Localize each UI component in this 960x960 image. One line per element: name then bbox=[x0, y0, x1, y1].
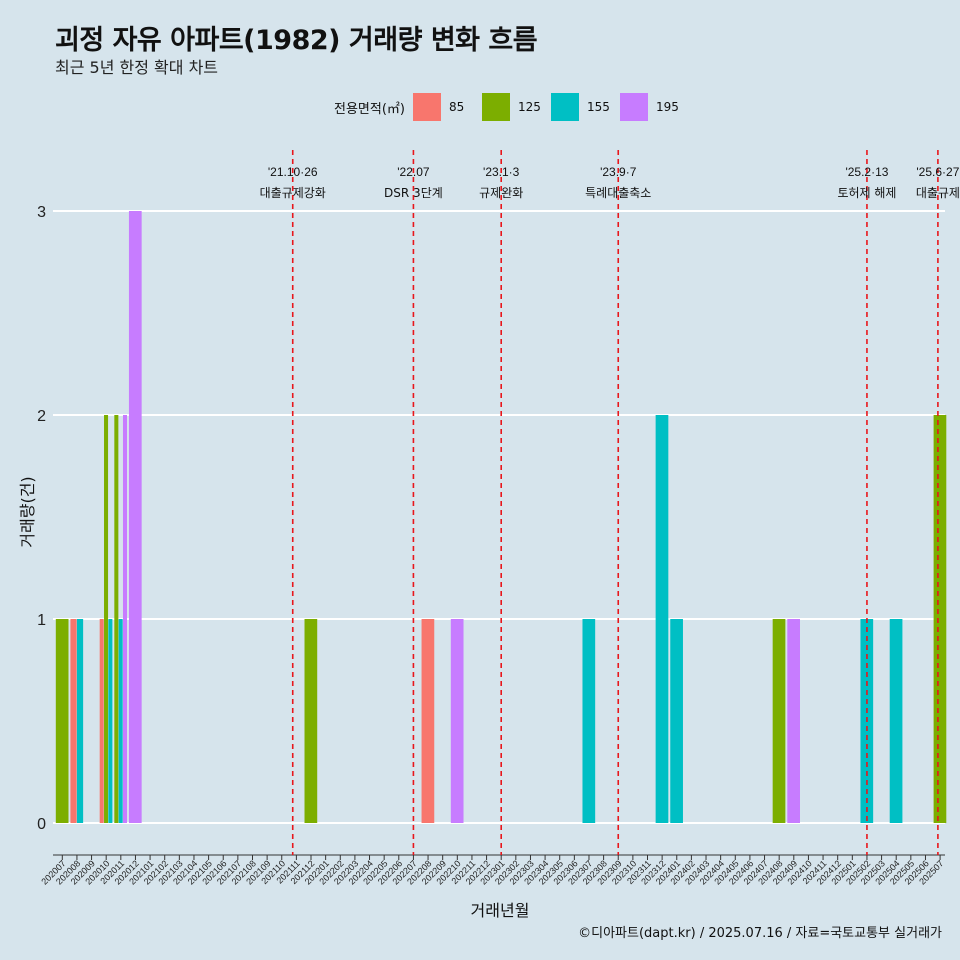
event-date-4: '25.2·13 bbox=[845, 165, 888, 179]
bar-155-202401 bbox=[670, 619, 683, 823]
caption: ©디아파트(dapt.kr) / 2025.07.16 / 자료=국토교통부 실… bbox=[578, 926, 942, 941]
bar-125-202010 bbox=[104, 415, 109, 823]
legend-key-125 bbox=[481, 93, 510, 121]
y-tick-label-0: 0 bbox=[37, 816, 46, 833]
bar-195-202210 bbox=[450, 619, 464, 823]
bar-155-202504 bbox=[889, 619, 903, 823]
event-date-3: '23.9·7 bbox=[600, 165, 637, 179]
legend-item-155: 155 bbox=[550, 93, 612, 121]
event-label-2: 규제완화 bbox=[479, 186, 523, 200]
event-label-0: 대출규제강화 bbox=[260, 186, 326, 200]
bar-195-202011 bbox=[122, 415, 128, 823]
event-date-0: '21.10·26 bbox=[268, 165, 318, 179]
legend-key-155 bbox=[550, 93, 579, 121]
bar-125-202011 bbox=[114, 415, 119, 823]
legend-key-195 bbox=[619, 93, 648, 121]
bar-85-202208 bbox=[421, 619, 435, 823]
bar-85-202010 bbox=[99, 619, 104, 823]
y-tick-label-2: 2 bbox=[37, 408, 46, 425]
bar-125-202007 bbox=[55, 619, 69, 823]
legend-label-125: 125 bbox=[517, 100, 541, 114]
bar-155-202307 bbox=[582, 619, 596, 823]
bar-155-202008 bbox=[76, 619, 84, 823]
legend-item-195: 195 bbox=[619, 93, 681, 121]
bar-155-202010 bbox=[108, 619, 113, 823]
bar-125-202408 bbox=[772, 619, 786, 823]
legend-label-195: 195 bbox=[655, 100, 679, 114]
event-date-2: '23.1·3 bbox=[483, 165, 520, 179]
bar-125-202507 bbox=[933, 415, 947, 823]
chart-title: 괴정 자유 아파트(1982) 거래량 변화 흐름 bbox=[55, 25, 538, 56]
legend: 전용면적(㎡) 85 125 155 195 bbox=[334, 92, 689, 122]
chart-subtitle: 최근 5년 한정 확대 차트 bbox=[55, 58, 219, 77]
event-label-1: DSR 3단계 bbox=[384, 186, 443, 200]
event-date-5: '25.6·27 bbox=[916, 165, 959, 179]
y-tick-label-1: 1 bbox=[37, 612, 46, 629]
event-date-1: '22.07 bbox=[397, 165, 430, 179]
bar-155-202011 bbox=[118, 619, 123, 823]
legend-item-125: 125 bbox=[481, 93, 543, 121]
bar-195-202409 bbox=[787, 619, 800, 823]
legend-item-85: 85 bbox=[412, 93, 474, 121]
bar-155-202312 bbox=[655, 415, 669, 823]
legend-label-155: 155 bbox=[586, 100, 610, 114]
event-label-5: 대출규제 bbox=[916, 186, 960, 200]
legend-title: 전용면적(㎡) bbox=[334, 101, 405, 117]
bar-195-202012 bbox=[128, 211, 142, 823]
bar-85-202008 bbox=[70, 619, 77, 823]
event-label-4: 토허제 해제 bbox=[837, 186, 896, 200]
legend-key-85 bbox=[412, 93, 441, 121]
event-label-3: 특례대출축소 bbox=[585, 186, 651, 200]
x-axis-label: 거래년월 bbox=[470, 901, 530, 920]
bar-125-202112 bbox=[304, 619, 318, 823]
y-tick-label-3: 3 bbox=[37, 204, 46, 221]
y-axis-label: 거래량(건) bbox=[18, 476, 37, 548]
legend-label-85: 85 bbox=[448, 100, 465, 114]
